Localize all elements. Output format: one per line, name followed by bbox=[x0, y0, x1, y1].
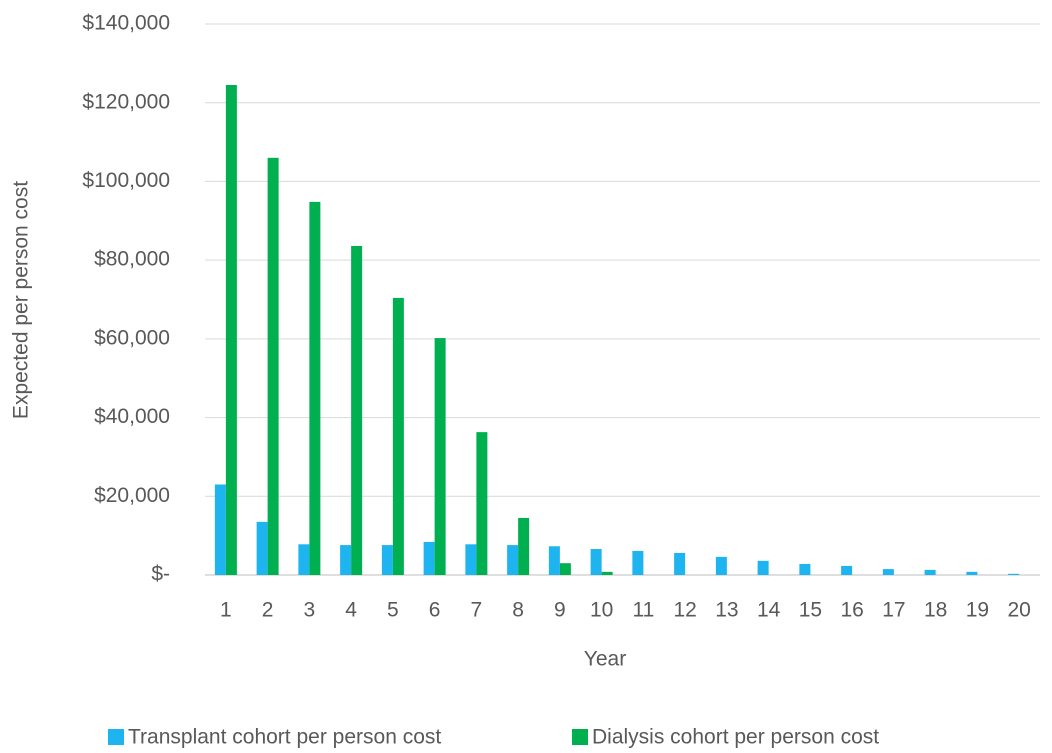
bar bbox=[434, 338, 446, 575]
x-tick-label: 14 bbox=[757, 599, 781, 622]
x-tick-label: 1 bbox=[220, 599, 232, 622]
x-tick-label: 9 bbox=[554, 599, 566, 622]
bar bbox=[518, 517, 530, 575]
bar bbox=[256, 521, 268, 575]
x-tick-label: 11 bbox=[632, 599, 654, 622]
bar bbox=[548, 546, 560, 575]
bar bbox=[757, 560, 769, 575]
x-tick-label: 7 bbox=[471, 599, 483, 622]
bar bbox=[632, 550, 644, 575]
bar bbox=[225, 85, 237, 575]
x-tick-label: 17 bbox=[882, 599, 905, 622]
bar bbox=[1008, 573, 1020, 575]
bar bbox=[340, 545, 352, 575]
bar bbox=[674, 552, 686, 575]
x-tick-label: 10 bbox=[590, 599, 613, 622]
bar bbox=[351, 245, 363, 575]
legend-swatch bbox=[108, 729, 124, 745]
legend-label: Dialysis cohort per person cost bbox=[592, 726, 879, 749]
bar bbox=[715, 556, 727, 575]
bar bbox=[392, 297, 404, 575]
bar bbox=[507, 545, 519, 575]
bar bbox=[841, 565, 853, 575]
x-tick-label: 12 bbox=[673, 599, 696, 622]
x-tick-label: 2 bbox=[262, 599, 274, 622]
x-tick-label: 16 bbox=[840, 599, 863, 622]
legend-label: Transplant cohort per person cost bbox=[128, 726, 441, 749]
legend-swatch bbox=[572, 729, 588, 745]
bar bbox=[601, 571, 613, 575]
bar bbox=[465, 544, 477, 575]
y-tick-label: $- bbox=[151, 563, 170, 586]
x-tick-label: 20 bbox=[1007, 599, 1030, 622]
bar bbox=[267, 157, 279, 576]
x-tick-label: 5 bbox=[387, 599, 399, 622]
y-tick-label: $60,000 bbox=[94, 326, 170, 349]
y-tick-label: $140,000 bbox=[82, 12, 170, 35]
bar bbox=[309, 201, 321, 575]
x-tick-label: 13 bbox=[715, 599, 738, 622]
x-tick-label: 15 bbox=[799, 599, 822, 622]
y-tick-label: $20,000 bbox=[94, 484, 170, 507]
y-tick-label: $120,000 bbox=[82, 90, 170, 113]
y-tick-label: $80,000 bbox=[94, 248, 170, 271]
x-axis-title: Year bbox=[584, 648, 626, 671]
bar bbox=[381, 545, 393, 575]
y-tick-label: $40,000 bbox=[94, 405, 170, 428]
x-tick-label: 19 bbox=[966, 599, 989, 622]
bar bbox=[590, 549, 602, 575]
bar bbox=[559, 563, 571, 575]
x-tick-label: 18 bbox=[924, 599, 947, 622]
y-axis-title: Expected per person cost bbox=[10, 181, 33, 419]
x-tick-label: 6 bbox=[429, 599, 441, 622]
bar bbox=[423, 541, 435, 575]
x-tick-label: 8 bbox=[512, 599, 524, 622]
x-tick-label: 4 bbox=[345, 599, 357, 622]
bar bbox=[924, 569, 936, 575]
bar bbox=[214, 484, 226, 575]
x-tick-label: 3 bbox=[304, 599, 316, 622]
bar bbox=[476, 432, 488, 575]
bar bbox=[966, 571, 978, 575]
bar bbox=[882, 569, 894, 575]
bar bbox=[799, 563, 811, 575]
y-tick-label: $100,000 bbox=[82, 169, 170, 192]
bar bbox=[298, 544, 310, 575]
